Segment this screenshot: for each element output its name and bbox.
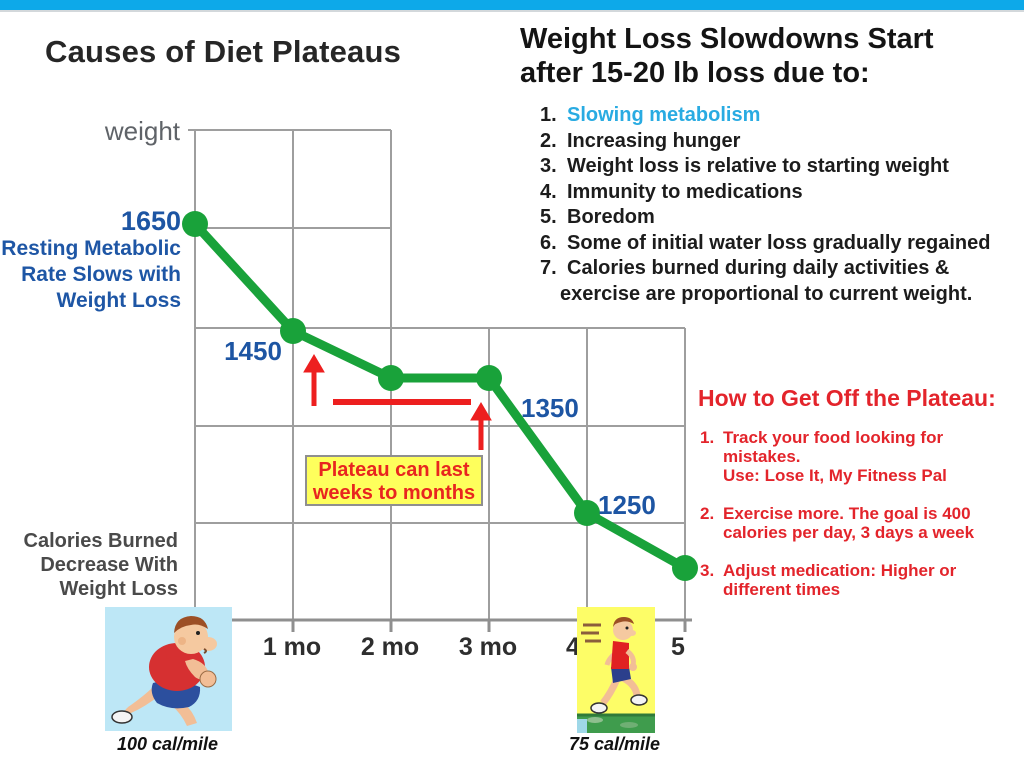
x-tick-5: 5 — [671, 633, 685, 661]
top-accent-bar — [0, 0, 1024, 10]
data-point — [672, 555, 698, 581]
causes-list: 1. Slowing metabolism 2. Increasing hung… — [540, 103, 1020, 307]
cause-text-slowing-metabolism: Slowing metabolism — [567, 104, 761, 126]
heavy-runner-image — [105, 607, 232, 731]
metabolic-rate-note: Resting Metabolic Rate Slows with Weight… — [1, 237, 181, 312]
calories-burned-note: Calories Burned Decrease With Weight Los… — [23, 530, 178, 600]
howto-item-2: 2. Exercise more. The goal is 400 calori… — [700, 504, 975, 542]
point-label-1450: 1450 — [224, 336, 282, 366]
cause-item-4: 4. Immunity to medications — [540, 180, 803, 203]
cause-item-1: 1. Slowing metabolism — [540, 103, 1020, 129]
y-axis-label: weight — [104, 116, 180, 146]
howto-list: 1. Track your food looking for mistakes.… — [700, 428, 1020, 618]
plateau-callout-box: Plateau can last weeks to months — [305, 455, 483, 506]
point-label-1350: 1350 — [521, 393, 579, 423]
data-point — [476, 365, 502, 391]
howto-item-3: 3. Adjust medication: Higher or differen… — [700, 561, 957, 599]
cause-item-2: 2. Increasing hunger — [540, 129, 741, 152]
fit-runner-image — [577, 607, 655, 733]
howto-item-1: 1. Track your food looking for mistakes.… — [700, 428, 947, 485]
cause-item-5: 5. Boredom — [540, 206, 655, 228]
data-point — [182, 211, 208, 237]
fit-runner-caption: 75 cal/mile — [568, 734, 661, 754]
cause-item-7-continued: exercise are proportional to current wei… — [560, 282, 973, 305]
plateau-arrows — [303, 354, 492, 450]
x-tick-4: 4 — [566, 633, 580, 661]
x-tick-3mo: 3 mo — [458, 633, 518, 661]
cause-item-6: 6. Some of initial water loss gradually … — [540, 231, 991, 254]
point-label-1650: 1650 — [120, 206, 181, 236]
x-tick-2mo: 2 mo — [360, 633, 420, 661]
data-point — [574, 500, 600, 526]
point-label-1250: 1250 — [598, 490, 656, 520]
top-accent-bar-shadow — [0, 10, 1024, 12]
data-point — [378, 365, 404, 391]
heavy-runner-caption: 100 cal/mile — [116, 734, 219, 754]
slowdowns-title: Weight Loss Slowdowns Start after 15-20 … — [520, 23, 934, 89]
howto-title: How to Get Off the Plateau: — [698, 385, 996, 411]
chart-title: Causes of Diet Plateaus — [45, 34, 402, 69]
cause-item-3: 3. Weight loss is relative to starting w… — [540, 155, 949, 177]
cause-item-7: 7. Calories burned during daily activiti… — [540, 257, 950, 279]
x-tick-1mo: 1 mo — [262, 633, 322, 661]
